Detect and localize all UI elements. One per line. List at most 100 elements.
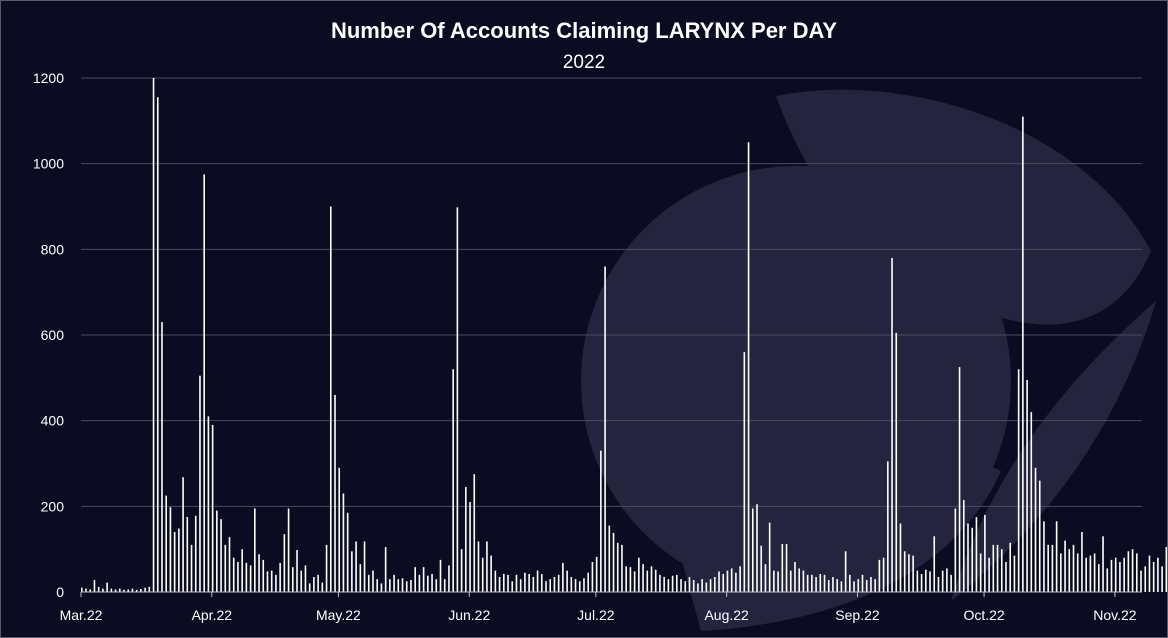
- bar: [148, 586, 151, 592]
- bar: [794, 562, 796, 592]
- bar: [232, 557, 235, 592]
- bar: [486, 541, 488, 592]
- bar: [642, 564, 644, 592]
- bar: [633, 571, 636, 592]
- bar: [958, 367, 961, 593]
- bar: [346, 512, 349, 592]
- bar: [1022, 116, 1024, 593]
- bar: [498, 577, 501, 592]
- bar: [367, 574, 370, 592]
- bar: [815, 577, 817, 592]
- bar: [165, 495, 167, 593]
- bar: [735, 572, 737, 592]
- y-axis: 0 200 400 600 800 1000 1200: [33, 70, 64, 600]
- bar: [1106, 568, 1109, 592]
- x-tick-label: Sep.22: [835, 607, 880, 623]
- bar: [313, 577, 315, 592]
- x-axis: Mar.22 Apr.22 May.22 Jun.22 Jul.22 Aug.22 Sep.…: [60, 592, 1137, 623]
- bar: [654, 569, 657, 592]
- bar: [1136, 553, 1138, 592]
- bar: [127, 589, 130, 592]
- bar: [950, 574, 952, 592]
- bar: [199, 375, 201, 592]
- bar: [203, 174, 205, 593]
- y-tick-label: 0: [56, 584, 64, 600]
- bar: [102, 588, 104, 592]
- bar: [1093, 553, 1096, 592]
- bar: [241, 549, 243, 592]
- bar: [106, 582, 108, 592]
- bar: [638, 557, 640, 592]
- bar: [342, 493, 345, 592]
- bar: [1043, 521, 1045, 592]
- bar: [798, 568, 800, 592]
- bar: [920, 574, 923, 592]
- bar: [874, 579, 876, 592]
- bar: [456, 207, 459, 593]
- bar: [625, 566, 627, 592]
- bar: [929, 571, 931, 592]
- bar: [1064, 540, 1066, 592]
- bar: [1081, 532, 1083, 592]
- bar: [473, 474, 476, 592]
- bar: [85, 588, 87, 592]
- bar: [760, 545, 763, 592]
- bar: [857, 579, 860, 592]
- bar: [629, 567, 632, 592]
- bar: [1038, 480, 1041, 592]
- bar: [254, 508, 256, 592]
- bar: [503, 574, 505, 592]
- bar: [612, 532, 615, 592]
- bar: [730, 568, 733, 592]
- bar: [1017, 369, 1020, 592]
- bar: [452, 369, 454, 592]
- bar: [258, 554, 260, 592]
- bar: [173, 532, 176, 592]
- bar: [524, 572, 526, 592]
- bar: [334, 394, 336, 592]
- bar: [135, 589, 138, 592]
- bar: [156, 97, 159, 593]
- bar: [1047, 544, 1049, 592]
- bar: [1072, 544, 1075, 592]
- chart-subtitle: 2022: [562, 52, 606, 73]
- bar: [570, 577, 573, 592]
- bar: [937, 577, 940, 592]
- bar: [1152, 562, 1155, 592]
- x-tick-label: Mar.22: [60, 607, 103, 623]
- bar: [405, 581, 408, 592]
- bar: [882, 557, 885, 592]
- bar: [1060, 553, 1062, 592]
- bar: [363, 541, 366, 592]
- y-tick-label: 600: [41, 327, 65, 343]
- y-tick-label: 800: [41, 241, 65, 257]
- bar: [380, 583, 383, 592]
- bar: [1068, 549, 1071, 592]
- bar: [650, 566, 653, 592]
- bar: [1034, 467, 1037, 592]
- bar: [384, 547, 387, 592]
- bar: [680, 579, 682, 592]
- bar: [161, 322, 163, 592]
- bar: [667, 579, 670, 592]
- bar: [97, 586, 100, 592]
- bar: [435, 579, 438, 592]
- bar: [1051, 544, 1054, 592]
- bar: [954, 508, 957, 592]
- bar: [216, 510, 218, 592]
- bar: [540, 574, 543, 592]
- bar: [583, 578, 585, 592]
- bar: [245, 562, 248, 592]
- bar: [996, 544, 999, 592]
- bar: [427, 575, 429, 592]
- bar: [397, 579, 400, 592]
- bar: [861, 574, 864, 592]
- x-tick-label: Apr.22: [192, 607, 233, 623]
- bar: [144, 587, 146, 592]
- bar: [410, 580, 412, 592]
- x-tick-label: Oct.22: [963, 607, 1004, 623]
- bar: [832, 577, 834, 592]
- bar: [182, 477, 184, 592]
- bar: [899, 523, 902, 592]
- bar: [287, 508, 290, 592]
